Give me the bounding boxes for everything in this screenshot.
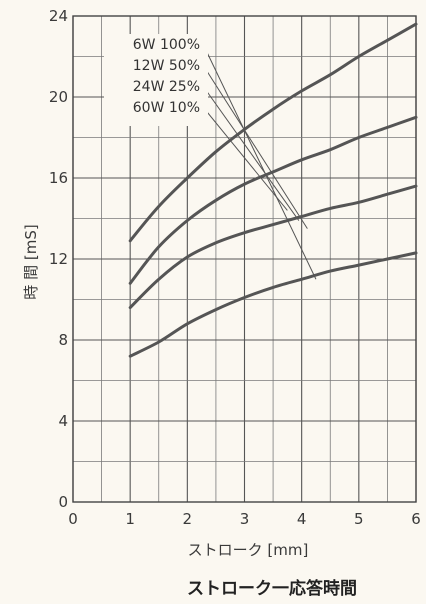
series-line-4: [128, 251, 418, 358]
series-line-1: [128, 22, 418, 243]
series-lines: [128, 22, 418, 358]
y-tick-label: 16: [49, 169, 68, 187]
x-tick-label: 5: [354, 510, 364, 528]
chart-title: ストローク一応答時間: [187, 578, 357, 599]
series-line-3: [128, 184, 418, 310]
x-tick-label: 6: [411, 510, 421, 528]
x-axis-label: ストローク [mm]: [188, 541, 309, 559]
legend-entry-4: 60W 10%: [133, 100, 200, 116]
y-tick-label: 12: [49, 250, 68, 268]
legend-leader-lines: [202, 43, 317, 280]
leader-line-2: [202, 64, 308, 229]
x-tick-label: 0: [68, 510, 78, 528]
y-tick-label: 8: [58, 331, 68, 349]
x-tick-labels: 0 1 2 3 4 5 6: [68, 510, 421, 528]
y-tick-label: 4: [58, 412, 68, 430]
x-tick-label: 1: [125, 510, 135, 528]
x-tick-label: 2: [183, 510, 193, 528]
legend: 6W 100% 12W 50% 24W 25% 60W 10%: [104, 34, 208, 126]
series-line-2: [128, 115, 418, 285]
y-tick-label: 20: [49, 88, 68, 106]
y-tick-label: 0: [58, 493, 68, 511]
leader-line-3: [202, 85, 300, 221]
leader-line-4: [202, 106, 288, 211]
leader-line-1: [202, 43, 317, 280]
legend-entry-1: 6W 100%: [133, 37, 200, 53]
legend-entry-2: 12W 50%: [133, 58, 200, 74]
y-axis-label: 時 間 [mS]: [22, 224, 40, 299]
y-tick-labels: 0 4 8 12 16 20 24: [49, 7, 68, 511]
plot-border: [72, 15, 417, 503]
legend-entry-3: 24W 25%: [133, 79, 200, 95]
plot-frame: [72, 15, 417, 503]
x-tick-label: 4: [297, 510, 307, 528]
legend-background: [104, 34, 208, 126]
x-tick-label: 3: [240, 510, 250, 528]
y-tick-label: 24: [49, 7, 68, 25]
